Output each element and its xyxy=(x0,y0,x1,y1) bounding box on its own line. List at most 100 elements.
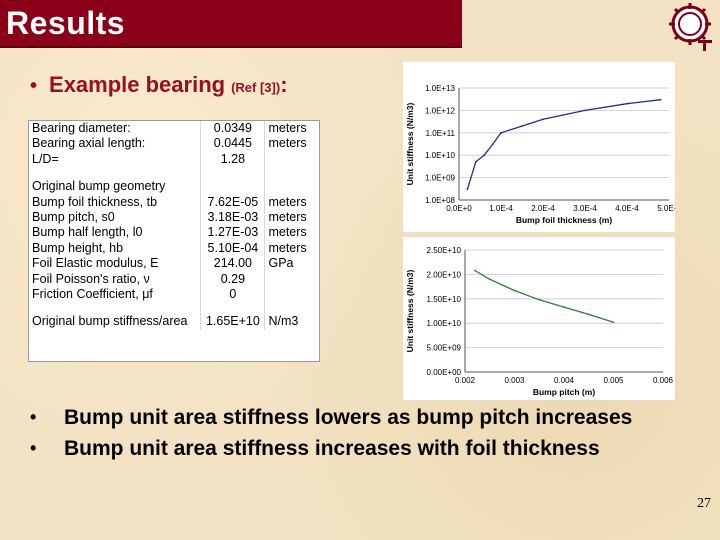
table-row: Bump height, hb 5.10E-04 meters xyxy=(29,240,319,257)
y-tick-label: 1.0E+08 xyxy=(425,196,456,205)
data-point xyxy=(483,154,486,157)
param-unit: meters xyxy=(268,194,307,209)
param-value xyxy=(200,167,266,180)
example-heading: • Example bearing (Ref [3]): xyxy=(30,72,288,98)
param-label: L/D= xyxy=(29,151,202,168)
stiffness-vs-pitch-plot: 0.00E+00 5.00E+09 1.00E+10 1.50E+10 2.00E+10… xyxy=(405,246,674,397)
series-line xyxy=(466,99,661,190)
title-bar: Results xyxy=(0,0,462,48)
table-row: Bump pitch, s0 3.18E-03 meters xyxy=(29,210,319,226)
series-line xyxy=(474,269,614,323)
param-label: Bearing diameter: xyxy=(29,121,202,137)
table-row: Friction Coefficient, μf 0 xyxy=(29,287,319,303)
table-row: Bearing diameter: 0.0349 meters xyxy=(29,121,319,137)
university-logo-icon xyxy=(669,3,712,51)
data-point xyxy=(626,102,628,105)
x-axis-label: Bump pitch (m) xyxy=(533,387,595,397)
param-label: Friction Coefficient, μf xyxy=(29,287,202,303)
data-point xyxy=(513,289,516,292)
table-row: Original bump stiffness/area 1.65E+10 N/m3 xyxy=(29,314,319,330)
param-value xyxy=(200,302,266,315)
data-point xyxy=(474,269,476,272)
param-unit xyxy=(265,152,319,167)
bullet-item: • Bump unit area stiffness increases wit… xyxy=(30,433,650,464)
y-tick-label: 1.0E+10 xyxy=(425,151,456,160)
param-label: Original bump geometry xyxy=(29,179,202,195)
bullet-text: Bump unit area stiffness increases with … xyxy=(64,437,600,460)
param-value: 0 xyxy=(200,287,266,303)
x-tick-label: 0.004 xyxy=(554,376,575,385)
param-value: 1.65E+10 xyxy=(200,314,266,330)
x-tick-label: 0.006 xyxy=(653,376,674,385)
heading-bullet: • xyxy=(30,75,38,97)
table-row: Bearing axial length: 0.0445 meters xyxy=(29,136,319,152)
y-tick-label: 1.50E+10 xyxy=(427,295,462,304)
param-value: 1.28 xyxy=(200,151,266,168)
table-row xyxy=(29,167,319,180)
y-axis-label: Unit stiffness (N/m3) xyxy=(405,270,415,353)
param-unit xyxy=(265,302,319,314)
bullet-text: Bump unit area stiffness lowers as bump … xyxy=(64,406,633,429)
y-tick-label: 0.00E+00 xyxy=(427,368,462,377)
y-axis-label: Unit stiffness (N/m3) xyxy=(405,103,415,186)
stiffness-vs-pitch-chart: 0.00E+00 5.00E+09 1.00E+10 1.50E+10 2.00E+10… xyxy=(403,237,675,400)
table-row xyxy=(29,302,319,315)
param-value: 0.0349 xyxy=(200,121,266,137)
y-tick-label: 1.00E+10 xyxy=(427,319,462,328)
conclusion-bullets: • Bump unit area stiffness lowers as bum… xyxy=(30,402,650,464)
param-unit xyxy=(265,179,319,194)
slide-title: Results xyxy=(6,5,126,41)
heading-text: Example bearing xyxy=(49,72,226,97)
page-number: 27 xyxy=(697,496,711,511)
x-tick-label: 3.0E-4 xyxy=(573,204,597,213)
param-label xyxy=(29,167,202,180)
data-point xyxy=(563,306,565,308)
param-label: Bump pitch, s0 xyxy=(29,210,202,226)
y-tick-label: 1.0E+12 xyxy=(425,106,456,115)
param-unit xyxy=(265,272,319,287)
param-unit: meters xyxy=(268,210,307,225)
data-point xyxy=(466,188,469,191)
x-tick-label: 0.002 xyxy=(455,376,476,385)
table-row: Bump foil thickness, tb 7.62E-05 meters xyxy=(29,194,319,211)
x-tick-label: 0.005 xyxy=(603,376,624,385)
bullet-dot: • xyxy=(30,438,37,458)
param-label: Bearing axial length: xyxy=(29,136,202,152)
data-point xyxy=(521,125,523,127)
x-tick-label: 5.0E-4 xyxy=(657,204,675,213)
param-label: Bump half length, l0 xyxy=(29,225,202,241)
data-point xyxy=(612,321,615,324)
y-tick-label: 1.0E+09 xyxy=(425,174,456,183)
data-point xyxy=(491,143,494,146)
data-point xyxy=(542,118,544,121)
x-axis-label: Bump foil thickness (m) xyxy=(516,215,613,225)
data-point xyxy=(538,298,541,301)
y-tick-label: 5.00E+09 xyxy=(427,344,462,353)
y-tick-label: 2.00E+10 xyxy=(427,270,462,279)
param-value xyxy=(200,179,266,195)
param-value: 7.62E-05 xyxy=(200,194,266,211)
param-unit: meters xyxy=(268,121,307,135)
param-value: 1.27E-03 xyxy=(200,225,266,241)
param-label: Bump foil thickness, tb xyxy=(29,194,202,211)
x-tick-label: 2.0E-4 xyxy=(531,204,555,213)
param-value: 3.18E-03 xyxy=(200,210,266,226)
bullet-item: • Bump unit area stiffness lowers as bum… xyxy=(30,402,650,433)
x-tick-label: 4.0E-4 xyxy=(615,204,639,213)
data-point xyxy=(584,109,586,112)
heading-reference: (Ref [3]) xyxy=(231,80,281,95)
param-unit: meters xyxy=(268,240,307,255)
param-label: Foil Poisson's ratio, ν xyxy=(29,271,202,288)
param-label: Original bump stiffness/area xyxy=(29,314,202,330)
x-tick-label: 0.0E+0 xyxy=(446,204,472,213)
y-tick-label: 1.0E+13 xyxy=(425,84,456,93)
data-point xyxy=(659,98,662,101)
param-value: 0.29 xyxy=(200,271,266,288)
table-row: Foil Poisson's ratio, ν 0.29 xyxy=(29,271,319,288)
table-row: Original bump geometry xyxy=(29,179,319,195)
heading-colon: : xyxy=(280,72,288,97)
stiffness-vs-thickness-plot: 1.0E+08 1.0E+09 1.0E+10 1.0E+11 1.0E+12 1.0E+… xyxy=(405,84,675,225)
bullet-dot: • xyxy=(30,407,37,427)
data-point xyxy=(500,131,502,134)
x-tick-label: 0.003 xyxy=(504,376,525,385)
